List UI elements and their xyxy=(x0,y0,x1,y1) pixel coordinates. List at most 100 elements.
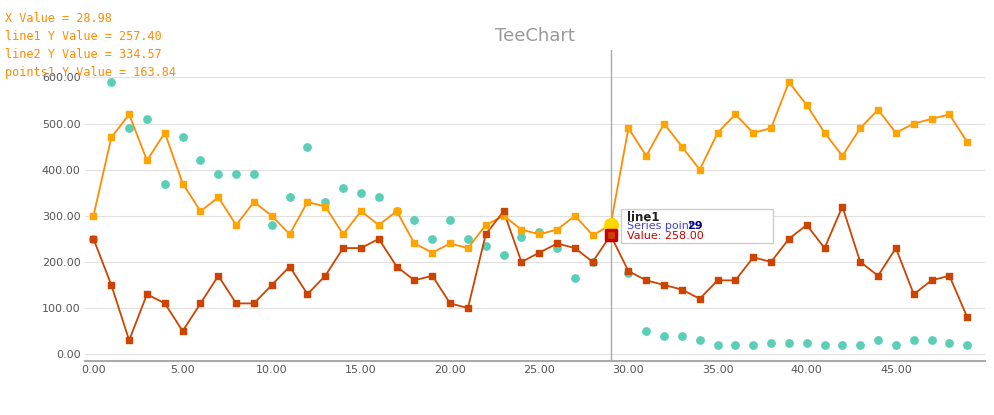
Point xyxy=(905,120,920,127)
Point xyxy=(263,222,279,228)
Point xyxy=(602,226,618,233)
Point xyxy=(459,236,475,242)
Text: 29: 29 xyxy=(687,222,702,232)
Point xyxy=(655,332,671,339)
Point xyxy=(210,171,226,178)
Point xyxy=(869,106,885,113)
Point xyxy=(638,153,654,159)
Point xyxy=(816,342,832,348)
Point xyxy=(691,295,707,302)
Point xyxy=(727,111,743,118)
Point xyxy=(655,282,671,288)
Point xyxy=(852,259,868,265)
Point xyxy=(423,249,439,256)
Point xyxy=(192,157,208,164)
Point xyxy=(887,129,903,136)
Point xyxy=(762,259,778,265)
Title: TeeChart: TeeChart xyxy=(494,27,575,46)
Point xyxy=(869,337,885,344)
Point xyxy=(531,249,547,256)
Point xyxy=(281,231,297,237)
Point xyxy=(263,282,279,288)
Point xyxy=(745,129,760,136)
Point xyxy=(157,300,173,307)
Point xyxy=(869,272,885,279)
Point xyxy=(584,259,600,265)
Point xyxy=(513,226,529,233)
Point xyxy=(798,339,814,346)
Point xyxy=(816,129,832,136)
Point xyxy=(407,277,422,284)
Point xyxy=(834,342,850,348)
Point xyxy=(157,180,173,187)
Point xyxy=(477,222,493,228)
Point xyxy=(549,226,565,233)
Point xyxy=(459,305,475,311)
Point xyxy=(299,143,315,150)
Point xyxy=(549,245,565,251)
Point xyxy=(655,120,671,127)
Point xyxy=(423,236,439,242)
Point xyxy=(246,300,261,307)
Point xyxy=(922,116,938,122)
Point xyxy=(958,139,974,145)
Point xyxy=(495,251,511,258)
Point xyxy=(407,240,422,247)
Point xyxy=(228,222,244,228)
Point xyxy=(727,342,743,348)
Point xyxy=(709,129,725,136)
Point xyxy=(727,277,743,284)
Point xyxy=(441,300,457,307)
Bar xyxy=(620,209,772,244)
Point xyxy=(762,339,778,346)
Point xyxy=(958,314,974,320)
Point xyxy=(673,286,689,293)
Point xyxy=(228,300,244,307)
Point xyxy=(263,212,279,219)
Point xyxy=(567,212,582,219)
Point xyxy=(745,254,760,261)
Point xyxy=(513,259,529,265)
Point xyxy=(495,208,511,215)
Point xyxy=(389,208,405,215)
Point xyxy=(816,245,832,251)
Point xyxy=(139,157,155,164)
Point xyxy=(887,342,903,348)
Point xyxy=(192,208,208,215)
Point xyxy=(922,277,938,284)
Point xyxy=(602,222,618,228)
Point xyxy=(371,236,387,242)
Point xyxy=(602,222,618,228)
Point xyxy=(709,342,725,348)
Point xyxy=(441,240,457,247)
Point xyxy=(441,217,457,224)
Point xyxy=(852,125,868,132)
Point xyxy=(531,229,547,235)
Point xyxy=(673,332,689,339)
Point xyxy=(299,291,315,298)
Point xyxy=(691,166,707,173)
Point xyxy=(780,339,796,346)
Point xyxy=(103,134,119,141)
Point xyxy=(246,199,261,205)
Point xyxy=(281,263,297,270)
Point xyxy=(834,153,850,159)
Point xyxy=(495,212,511,219)
Point xyxy=(798,222,814,228)
Point xyxy=(121,125,137,132)
Point xyxy=(922,337,938,344)
Text: line1: line1 xyxy=(626,211,658,224)
Point xyxy=(281,194,297,201)
Point xyxy=(139,291,155,298)
Point xyxy=(157,129,173,136)
Point xyxy=(780,79,796,85)
Text: Value: 258.00: Value: 258.00 xyxy=(626,231,703,241)
Point xyxy=(887,245,903,251)
Point xyxy=(691,337,707,344)
Point xyxy=(584,232,600,239)
Point xyxy=(371,194,387,201)
Point xyxy=(567,275,582,281)
Point xyxy=(798,102,814,108)
Point xyxy=(175,180,191,187)
Point xyxy=(638,328,654,334)
